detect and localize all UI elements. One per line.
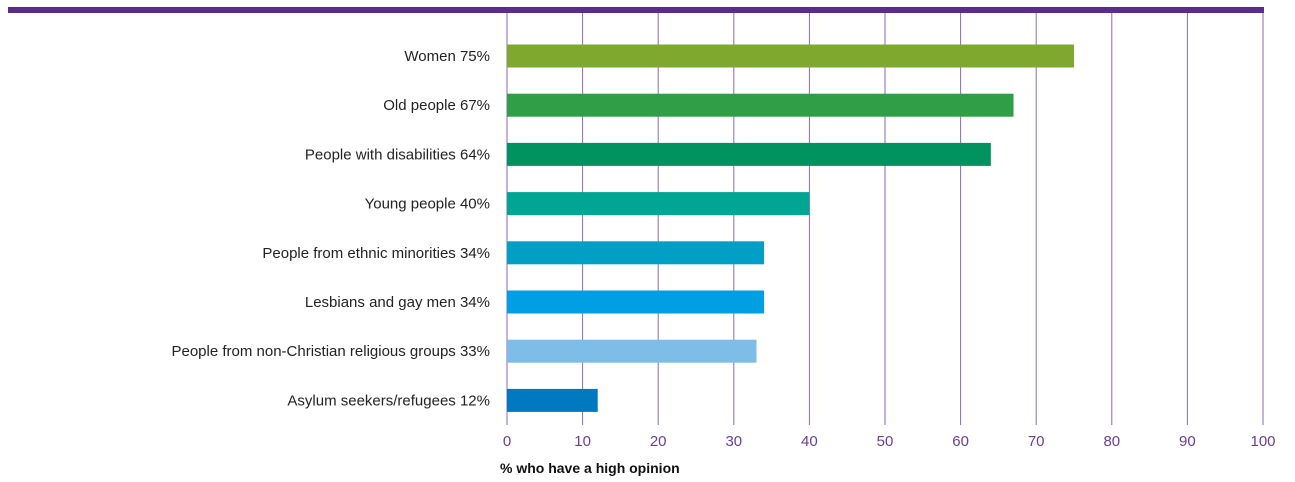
bar-8 [507,388,598,412]
category-label-6: Lesbians and gay men 34% [305,294,490,311]
bar-7 [507,339,757,363]
x-tick-label-40: 40 [801,433,818,450]
bar-3 [507,142,991,166]
x-tick-label-100: 100 [1250,433,1275,450]
bar-2 [507,93,1014,117]
category-label-4: Young people 40% [365,196,490,213]
x-tick-label-20: 20 [650,433,667,450]
category-label-1: Women 75% [404,48,490,65]
x-tick-labels: 0 10 20 30 40 50 60 70 80 90 100 [503,433,1276,450]
bar-5 [507,241,765,265]
bars [507,44,1074,412]
category-labels: Women 75% Old people 67% People with disab… [171,48,490,409]
bar-1 [507,44,1074,68]
gridlines [506,13,1264,425]
x-tick-label-30: 30 [725,433,742,450]
category-label-2: Old people 67% [383,97,490,114]
bar-6 [507,290,765,314]
x-tick-label-10: 10 [574,433,591,450]
x-tick-label-90: 90 [1179,433,1196,450]
top-rule [8,7,1264,13]
x-tick-label-60: 60 [952,433,969,450]
bar-4 [507,192,810,216]
category-label-3: People with disabilities 64% [305,146,490,163]
category-label-5: People from ethnic minorities 34% [262,245,490,262]
x-tick-label-0: 0 [503,433,511,450]
x-axis-title: % who have a high opinion [500,460,680,476]
x-tick-label-50: 50 [877,433,894,450]
category-label-8: Asylum seekers/refugees 12% [287,392,490,409]
x-tick-label-70: 70 [1028,433,1045,450]
category-label-7: People from non-Christian religious grou… [171,343,490,360]
x-tick-label-80: 80 [1103,433,1120,450]
